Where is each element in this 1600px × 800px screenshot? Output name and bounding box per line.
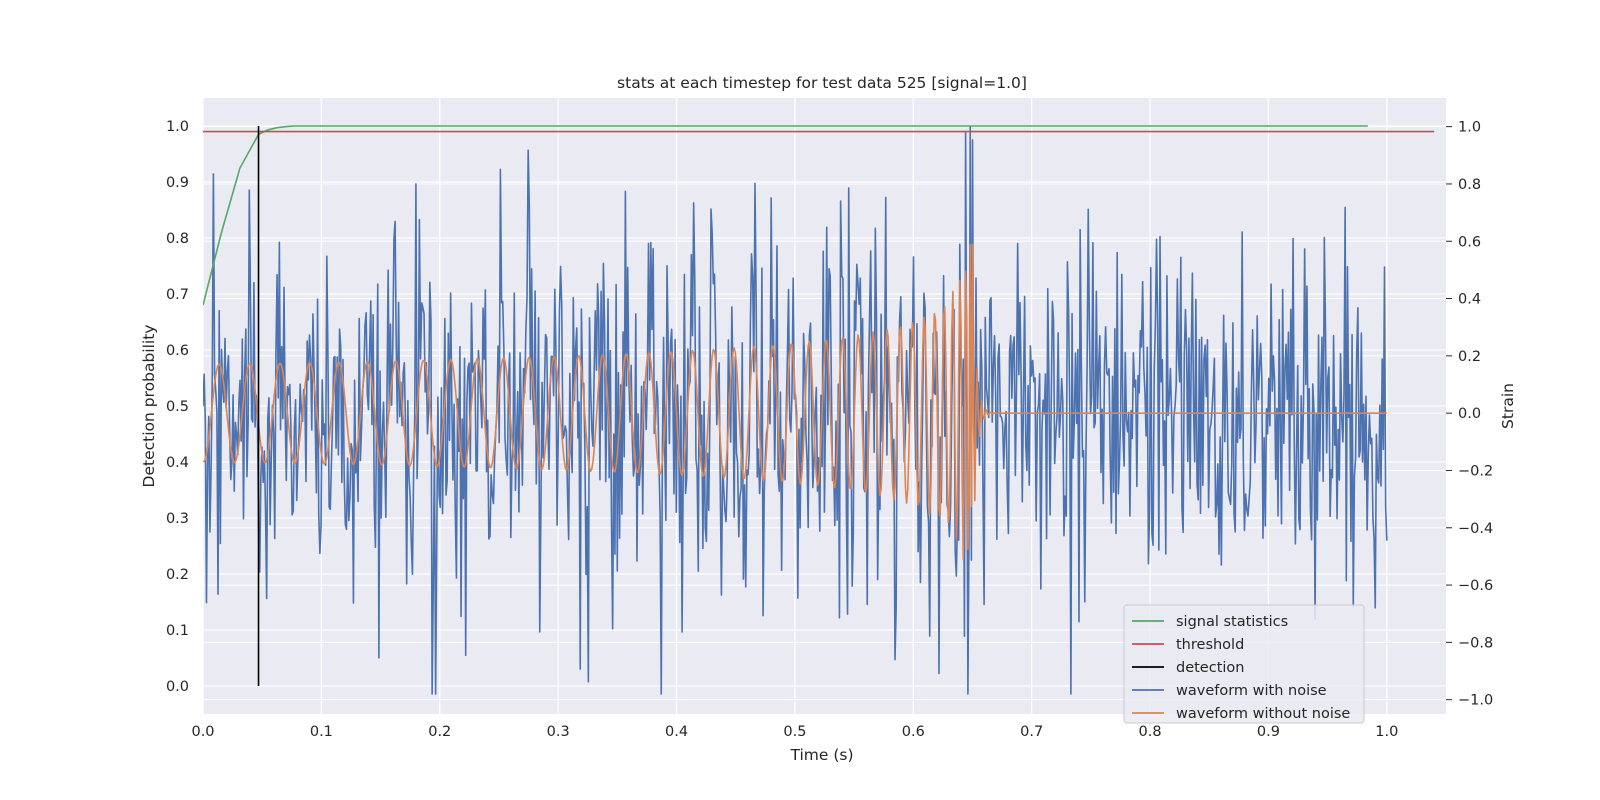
x-tick-label: 0.3 [547, 724, 570, 740]
y-right-tick-label: −0.2 [1458, 463, 1493, 479]
legend-label: waveform without noise [1176, 706, 1350, 722]
y-left-axis-label: Detection probability [140, 325, 158, 488]
series-layer [203, 125, 1435, 695]
y-right-axis-label: Strain [1499, 383, 1517, 429]
chart-title: stats at each timestep for test data 525… [617, 74, 1027, 92]
y-left-tick-label: 0.5 [166, 399, 189, 415]
x-tick-label: 1.0 [1375, 724, 1398, 740]
y-right-tick-label: −0.6 [1458, 578, 1493, 594]
y-right-axis-ticks: −1.0 −0.8 −0.6 −0.4 −0.2 0.0 0.2 0.4 0.6 0.8 1.0 [1446, 120, 1493, 709]
series-signal-statistics [203, 125, 1368, 306]
y-left-tick-label: 0.9 [166, 175, 189, 191]
y-left-tick-label: 0.7 [166, 287, 189, 303]
legend-label: detection [1176, 660, 1244, 676]
y-left-tick-label: 0.8 [166, 231, 189, 247]
legend-box [1123, 604, 1365, 724]
y-left-tick-label: 0.3 [166, 511, 189, 527]
y-right-tick-label: 0.4 [1458, 292, 1481, 308]
y-right-tick-label: −0.8 [1458, 635, 1493, 651]
y-right-tick-label: 1.0 [1458, 120, 1481, 136]
y-right-tick-label: 0.6 [1458, 234, 1481, 250]
y-right-tick-label: −0.4 [1458, 521, 1493, 537]
legend-label: signal statistics [1176, 614, 1288, 630]
x-tick-label: 0.9 [1257, 724, 1280, 740]
x-axis-label: Time (s) [789, 746, 853, 764]
y-right-tick-label: 0.0 [1458, 406, 1481, 422]
y-left-tick-label: 0.6 [166, 343, 189, 359]
legend-label: threshold [1176, 637, 1244, 653]
legend-label: waveform with noise [1176, 683, 1327, 699]
x-tick-label: 0.5 [783, 724, 806, 740]
x-tick-label: 0.6 [902, 724, 925, 740]
y-right-tick-label: −1.0 [1458, 693, 1493, 709]
y-left-tick-label: 0.4 [166, 455, 189, 471]
y-left-tick-label: 0.0 [166, 679, 189, 695]
x-tick-label: 0.1 [310, 724, 333, 740]
x-tick-label: 0.8 [1139, 724, 1162, 740]
y-left-tick-label: 0.1 [166, 623, 189, 639]
series-waveform-without-noise [203, 243, 1387, 561]
x-tick-label: 0.4 [665, 724, 688, 740]
y-right-tick-label: 0.8 [1458, 177, 1481, 193]
x-tick-label: 0.0 [191, 724, 214, 740]
y-left-tick-label: 0.2 [166, 567, 189, 583]
x-axis-ticks: 0.0 0.1 0.2 0.3 0.4 0.5 0.6 0.7 0.8 0.9 1.0 [191, 724, 1398, 740]
legend: signal statistics threshold detection wavef… [1123, 604, 1365, 724]
y-left-axis-ticks: 0.0 0.1 0.2 0.3 0.4 0.5 0.6 0.7 0.8 0.9 1.0 [166, 119, 189, 695]
y-right-tick-label: 0.2 [1458, 349, 1481, 365]
x-tick-label: 0.7 [1020, 724, 1043, 740]
y-left-tick-label: 1.0 [166, 119, 189, 135]
x-tick-label: 0.2 [428, 724, 451, 740]
